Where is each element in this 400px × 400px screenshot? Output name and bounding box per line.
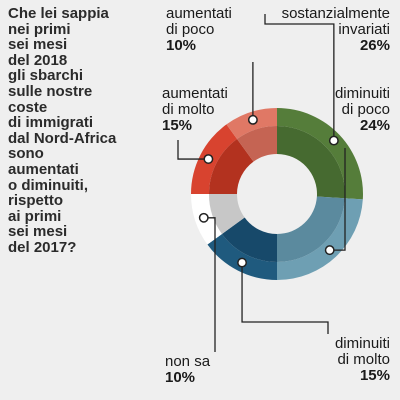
label-diminuiti-di-poco: diminuiti di poco 24% [334, 85, 390, 134]
question-line: sulle nostre [8, 82, 93, 100]
question-line: del 2018 [8, 51, 68, 69]
leader-dot-diminuiti-di-molto [237, 257, 247, 268]
slice-diminuiti-di-molto-inner [221, 217, 277, 262]
question-line: aumentati [8, 160, 79, 178]
question-line: sei mesi [8, 223, 68, 241]
question-line: nei primi [8, 20, 71, 38]
slice-aumentati-di-poco-inner [237, 126, 277, 162]
question-line: dal Nord-Africa [8, 129, 117, 147]
label-aumentati-di-molto: aumentati di molto 15% [162, 85, 228, 134]
question-text: Che lei sappia nei primi sei mesi del 2018 g… [8, 6, 158, 256]
slice-invariati-outer [277, 108, 363, 200]
question-line: coste [8, 98, 48, 116]
slice-diminuiti-di-poco-outer [277, 198, 363, 280]
leader-dot-invariati [328, 135, 339, 146]
leader-line-diminuiti-di-molto [241, 262, 329, 334]
question-line: ai primi [8, 207, 62, 225]
question-line: gli sbarchi [8, 67, 84, 85]
slice-diminuiti-di-poco-inner [277, 196, 345, 262]
question-line: sei mesi [8, 36, 68, 54]
slice-diminuiti-di-molto-outer [207, 233, 277, 280]
question-line: del 2017? [8, 238, 77, 256]
leader-dot-aumentati-di-poco [247, 114, 258, 125]
question-line: rispetto [8, 192, 64, 210]
label-aumentati-di-poco: aumentati di poco 10% [166, 5, 232, 54]
question-line: di immigrati [8, 114, 94, 132]
leader-line-aumentati-di-molto [177, 140, 209, 160]
leader-dot-non-sa [198, 212, 209, 223]
slice-invariati-inner [277, 126, 345, 199]
slice-aumentati-di-molto-outer [191, 124, 238, 194]
slice-non-sa-inner [209, 194, 245, 234]
slice-aumentati-di-molto-inner [209, 138, 254, 194]
leader-dot-aumentati-di-molto [203, 154, 214, 164]
question-line: sono [8, 145, 44, 163]
leader-dot-diminuiti-di-poco [324, 245, 335, 256]
question-line: o diminuiti, [8, 176, 88, 194]
label-non-sa: non sa 10% [165, 353, 211, 386]
leader-line-invariati [264, 14, 335, 141]
label-sostanzialmente-invariati: sostanzialmente invariati 26% [281, 5, 390, 54]
question-line: Che lei sappia [8, 5, 109, 22]
leader-line-diminuiti-di-poco [329, 148, 346, 251]
label-diminuiti-di-molto: diminuiti di molto 15% [334, 335, 390, 384]
